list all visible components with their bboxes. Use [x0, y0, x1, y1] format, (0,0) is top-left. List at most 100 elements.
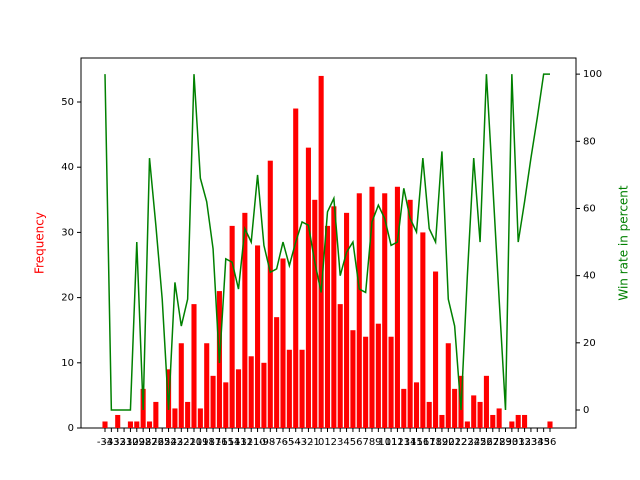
- x-tick-label: 14: [404, 437, 417, 448]
- x-tick-label: 0: [318, 437, 324, 448]
- bar: [242, 212, 248, 428]
- bar: [127, 421, 133, 428]
- bar: [146, 421, 153, 428]
- bar: [267, 160, 273, 428]
- x-tick-label: 25: [474, 437, 487, 448]
- x-tick-label: 22: [455, 437, 468, 448]
- x-tick-label: -4: [291, 437, 301, 448]
- x-tick-label: 10: [378, 437, 391, 448]
- x-tick-label: -32: [110, 437, 126, 448]
- bar: [388, 336, 394, 428]
- y-axis-label: Frequency: [33, 212, 47, 274]
- bar: [477, 401, 483, 428]
- x-tick-label: 23: [461, 437, 474, 448]
- y2-tick-label: 40: [583, 271, 596, 282]
- y2-tick-label: 100: [583, 69, 602, 80]
- bar: [382, 193, 388, 428]
- bar: [312, 199, 318, 428]
- y-tick-label: 20: [61, 293, 74, 304]
- bar: [394, 186, 400, 428]
- y-tick-label: 10: [61, 358, 74, 369]
- x-tick-label: -5: [284, 437, 294, 448]
- x-tick-label: -27: [141, 437, 157, 448]
- x-tick-label: -7: [272, 437, 282, 448]
- x-tick-label: -34: [97, 437, 113, 448]
- y-tick-label: 40: [61, 162, 74, 173]
- bar: [274, 317, 280, 428]
- bar: [496, 408, 502, 428]
- bar: [337, 304, 343, 428]
- x-tick-label: 16: [416, 437, 429, 448]
- x-tick-label: -19: [192, 437, 208, 448]
- bar: [407, 199, 413, 428]
- x-tick-label: 9: [375, 437, 381, 448]
- x-tick-label: -2: [303, 437, 313, 448]
- x-tick-label: -24: [160, 437, 176, 448]
- bar: [426, 401, 432, 428]
- bar: [344, 212, 350, 428]
- bar: [464, 421, 470, 428]
- bar: [223, 382, 229, 428]
- x-tick-label: -21: [179, 437, 195, 448]
- bar: [235, 369, 242, 428]
- y2-tick-label: 20: [583, 338, 596, 349]
- bar: [452, 388, 458, 428]
- x-tick-label: -11: [243, 437, 259, 448]
- x-tick-label: -6: [278, 437, 288, 448]
- x-tick-label: 18: [429, 437, 442, 448]
- x-tick-label: 29: [499, 437, 512, 448]
- bar: [197, 408, 203, 428]
- x-tick-label: 5: [350, 437, 356, 448]
- bar: [248, 356, 254, 428]
- bar: [229, 225, 235, 428]
- x-tick-label: 2: [331, 437, 337, 448]
- x-tick-label: 27: [486, 437, 499, 448]
- x-tick-label: 20: [442, 437, 455, 448]
- x-tick-label: 34: [531, 437, 544, 448]
- y-tick-label: 50: [61, 97, 74, 108]
- bar: [375, 323, 381, 428]
- x-tick-label: 1: [324, 437, 330, 448]
- bar: [261, 362, 267, 428]
- bar: [191, 304, 197, 428]
- y2-tick-label: 60: [583, 203, 596, 214]
- x-tick-label: 4: [343, 437, 349, 448]
- x-tick-label: 17: [423, 437, 436, 448]
- x-tick-label: 31: [512, 437, 525, 448]
- bar: [331, 206, 337, 428]
- x-tick-label: -14: [224, 437, 240, 448]
- bar: [363, 336, 369, 428]
- x-tick-label: -8: [265, 437, 275, 448]
- bar: [102, 421, 108, 428]
- x-tick-label: -9: [259, 437, 269, 448]
- x-tick-label: -15: [218, 437, 234, 448]
- bar: [299, 349, 305, 428]
- x-tick-label: -29: [129, 437, 145, 448]
- x-tick-label: 3: [337, 437, 343, 448]
- bar: [178, 343, 184, 428]
- bar: [204, 343, 210, 428]
- bar: [433, 271, 439, 428]
- win-rate-line: [104, 73, 550, 411]
- x-tick-label: -31: [116, 437, 132, 448]
- x-tick-label: -23: [167, 437, 183, 448]
- x-tick-label: 36: [544, 437, 557, 448]
- x-tick-label: 19: [436, 437, 449, 448]
- x-tick-label: 32: [518, 437, 531, 448]
- bar: [305, 147, 311, 428]
- x-tick-label: 13: [397, 437, 410, 448]
- bar: [515, 414, 521, 428]
- bar: [318, 75, 324, 429]
- bar: [483, 375, 489, 428]
- x-tick-label: -28: [135, 437, 151, 448]
- x-tick-label: 26: [480, 437, 493, 448]
- bar: [255, 245, 261, 428]
- bar: [293, 108, 299, 429]
- bar: [445, 343, 451, 428]
- x-tick-label: -20: [186, 437, 202, 448]
- x-tick-label: -10: [249, 437, 265, 448]
- bar: [420, 232, 426, 428]
- bar: [369, 186, 375, 428]
- x-tick-label: -33: [103, 437, 119, 448]
